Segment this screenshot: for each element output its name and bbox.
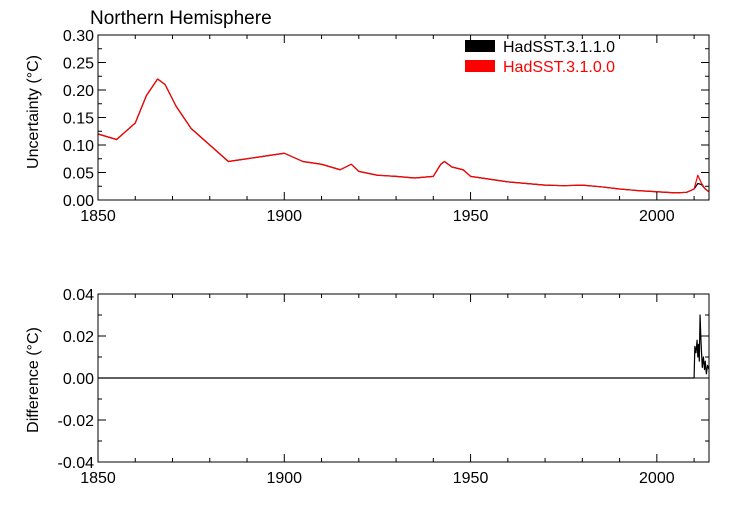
y-tick-label: -0.02 (58, 413, 95, 430)
x-tick-label: 2000 (639, 208, 675, 225)
difference-chart: Difference (°C) 1850 1900 1950 2000 -0.04 -0.… (25, 287, 710, 487)
y-tick-label: 0.10 (63, 138, 94, 155)
tick-layer: 1850 1900 1950 2000 0.00 0.05 0.10 0.15 0.20 0.25… (63, 28, 709, 225)
x-tick-label: 2000 (639, 470, 675, 487)
plot-frame (97, 34, 710, 201)
y-tick-label: 0.15 (63, 111, 94, 128)
series-line-0 (98, 314, 710, 379)
series-layer (98, 314, 710, 379)
x-tick-label: 1900 (266, 470, 302, 487)
y-axis-label: Difference (°C) (25, 327, 42, 433)
y-tick-label: 0.25 (63, 56, 94, 73)
legend: HadSST.3.1.1.0 HadSST.3.1.0.0 (465, 39, 615, 76)
legend-swatch-hadsst-3-1-0-0 (465, 60, 495, 72)
uncertainty-chart: Northern Hemisphere Uncertainty (°C) 185… (25, 8, 710, 225)
y-tick-label: 0.20 (63, 83, 94, 100)
chart-title: Northern Hemisphere (90, 8, 272, 29)
y-tick-label: 0.00 (63, 193, 94, 210)
x-tick-label: 1950 (453, 470, 489, 487)
y-tick-label: 0.05 (63, 166, 94, 183)
x-tick-label: 1850 (80, 208, 116, 225)
y-tick-label: 0.02 (63, 329, 94, 346)
series-line-hadsst-3-1-0-0 (97, 78, 710, 194)
y-axis-label: Uncertainty (°C) (25, 55, 42, 169)
x-tick-label: 1900 (266, 208, 302, 225)
legend-label-hadsst-3-1-0-0: HadSST.3.1.0.0 (503, 59, 615, 76)
x-tick-label: 1950 (453, 208, 489, 225)
legend-label-hadsst-3-1-1-0: HadSST.3.1.1.0 (503, 39, 615, 56)
y-tick-label: 0.00 (63, 371, 94, 388)
y-tick-label: 0.04 (63, 287, 94, 304)
y-tick-label: -0.04 (58, 455, 95, 472)
legend-swatch-hadsst-3-1-1-0 (465, 40, 495, 52)
plot-frame (97, 293, 710, 463)
y-tick-label: 0.30 (63, 28, 94, 45)
series-layer (97, 78, 710, 194)
x-tick-label: 1850 (80, 470, 116, 487)
